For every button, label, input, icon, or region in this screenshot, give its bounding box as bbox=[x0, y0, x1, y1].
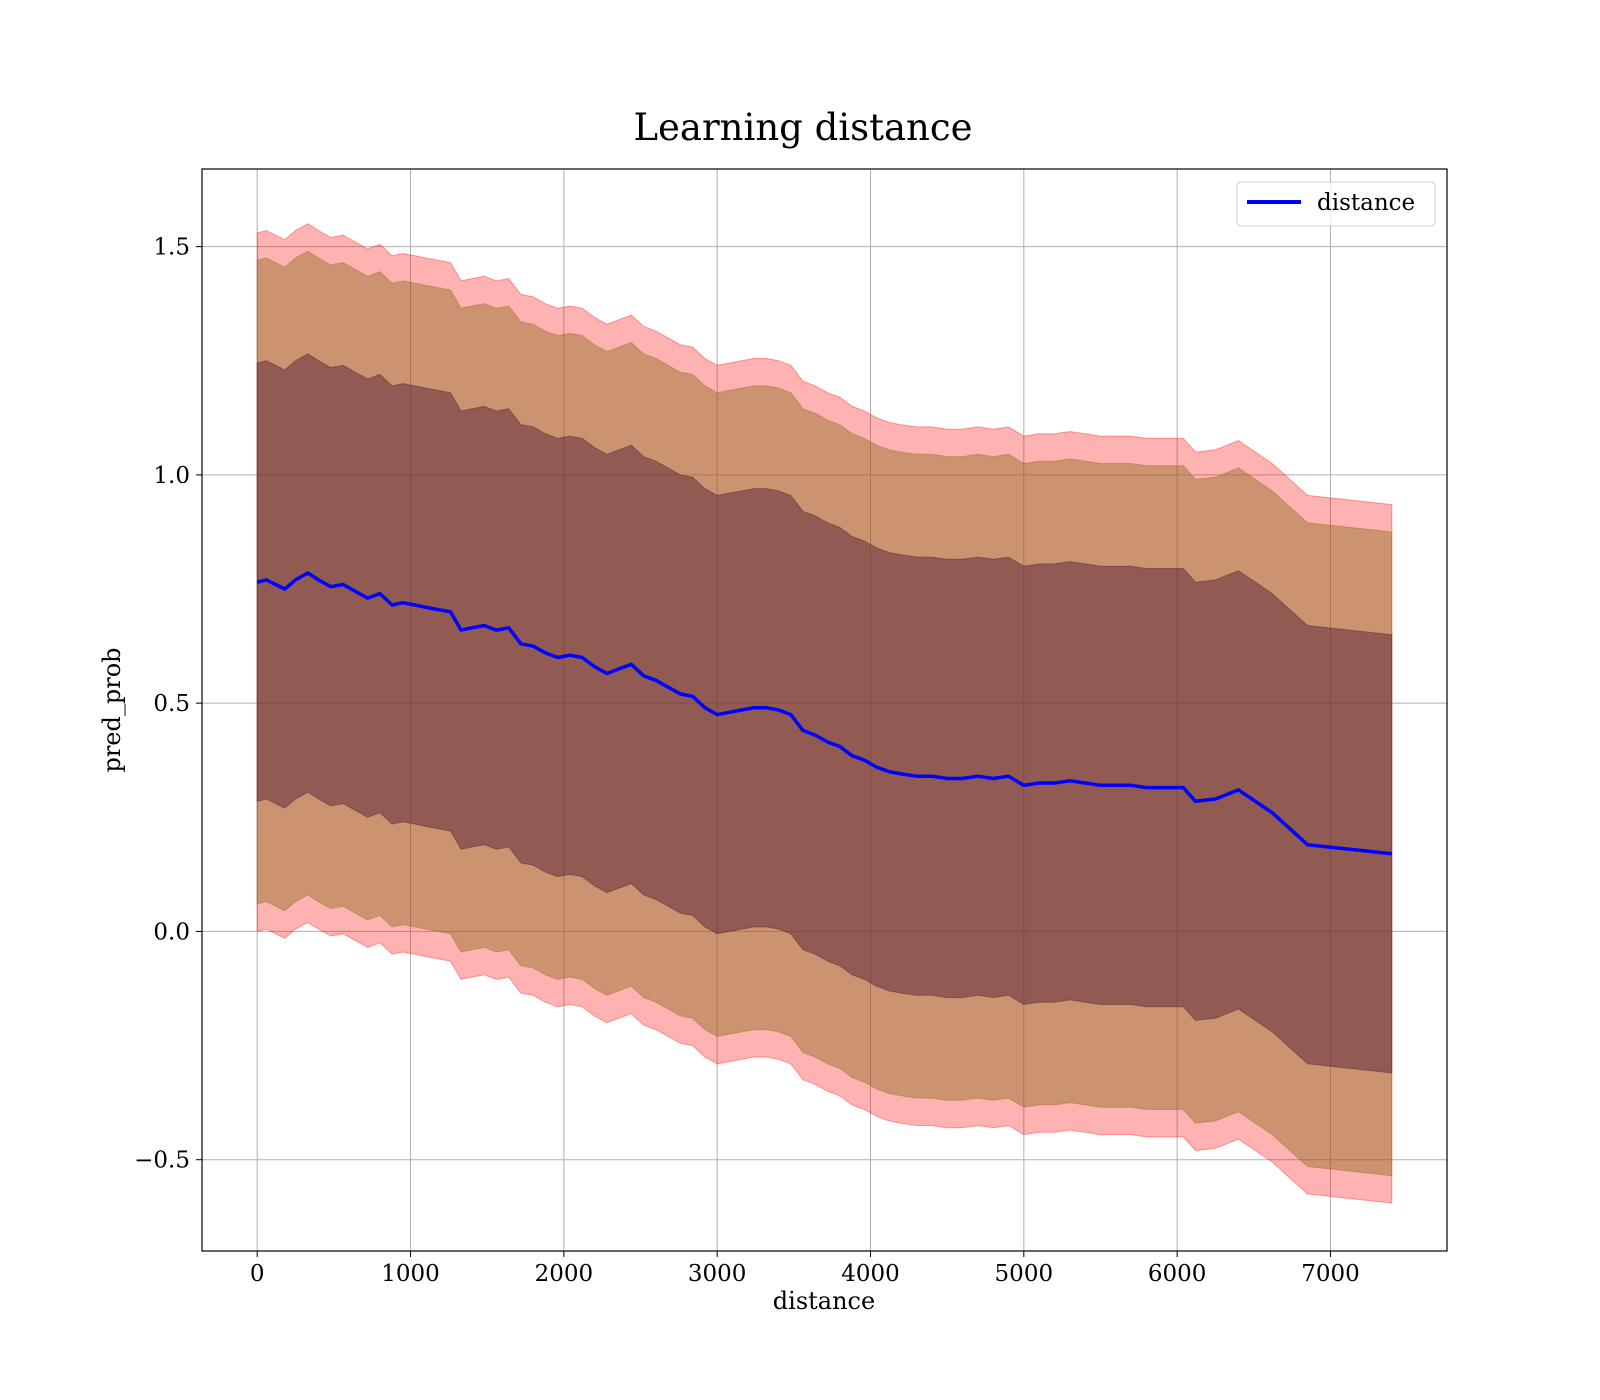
y-tick-label: 1.5 bbox=[153, 235, 190, 261]
x-axis-label: distance bbox=[773, 1287, 875, 1315]
series-line-distance bbox=[256, 571, 1392, 856]
x-tick-label: 2000 bbox=[535, 1261, 594, 1287]
confidence-bands bbox=[256, 223, 1393, 1204]
x-axis-ticks: 0 1000 2000 3000 4000 5000 6000 7000 bbox=[250, 1251, 1360, 1287]
y-axis-label: pred_prob bbox=[98, 647, 126, 772]
y-tick-label: −0.5 bbox=[134, 1148, 190, 1174]
y-tick-label: 0.5 bbox=[153, 691, 190, 717]
y-axis-ticks: −0.5 0.0 0.5 1.0 1.5 bbox=[134, 235, 202, 1174]
plot-frame bbox=[201, 168, 1448, 1252]
x-tick-label: 3000 bbox=[688, 1261, 747, 1287]
x-tick-label: 0 bbox=[250, 1261, 265, 1287]
legend-box bbox=[1236, 181, 1436, 227]
band-middle bbox=[256, 250, 1393, 1177]
band-outer bbox=[256, 223, 1393, 1204]
x-tick-label: 5000 bbox=[995, 1261, 1054, 1287]
series-lines bbox=[256, 571, 1392, 856]
grid-lines bbox=[202, 169, 1447, 1251]
legend-label-distance: distance bbox=[1317, 190, 1415, 216]
chart-title: Learning distance bbox=[633, 106, 972, 149]
x-tick-label: 6000 bbox=[1148, 1261, 1207, 1287]
y-tick-label: 1.0 bbox=[153, 463, 190, 489]
legend: distance bbox=[1236, 181, 1436, 227]
band-inner bbox=[256, 353, 1393, 1074]
x-tick-label: 1000 bbox=[381, 1261, 440, 1287]
x-tick-label: 4000 bbox=[841, 1261, 900, 1287]
x-tick-label: 7000 bbox=[1301, 1261, 1360, 1287]
y-tick-label: 0.0 bbox=[153, 919, 190, 945]
